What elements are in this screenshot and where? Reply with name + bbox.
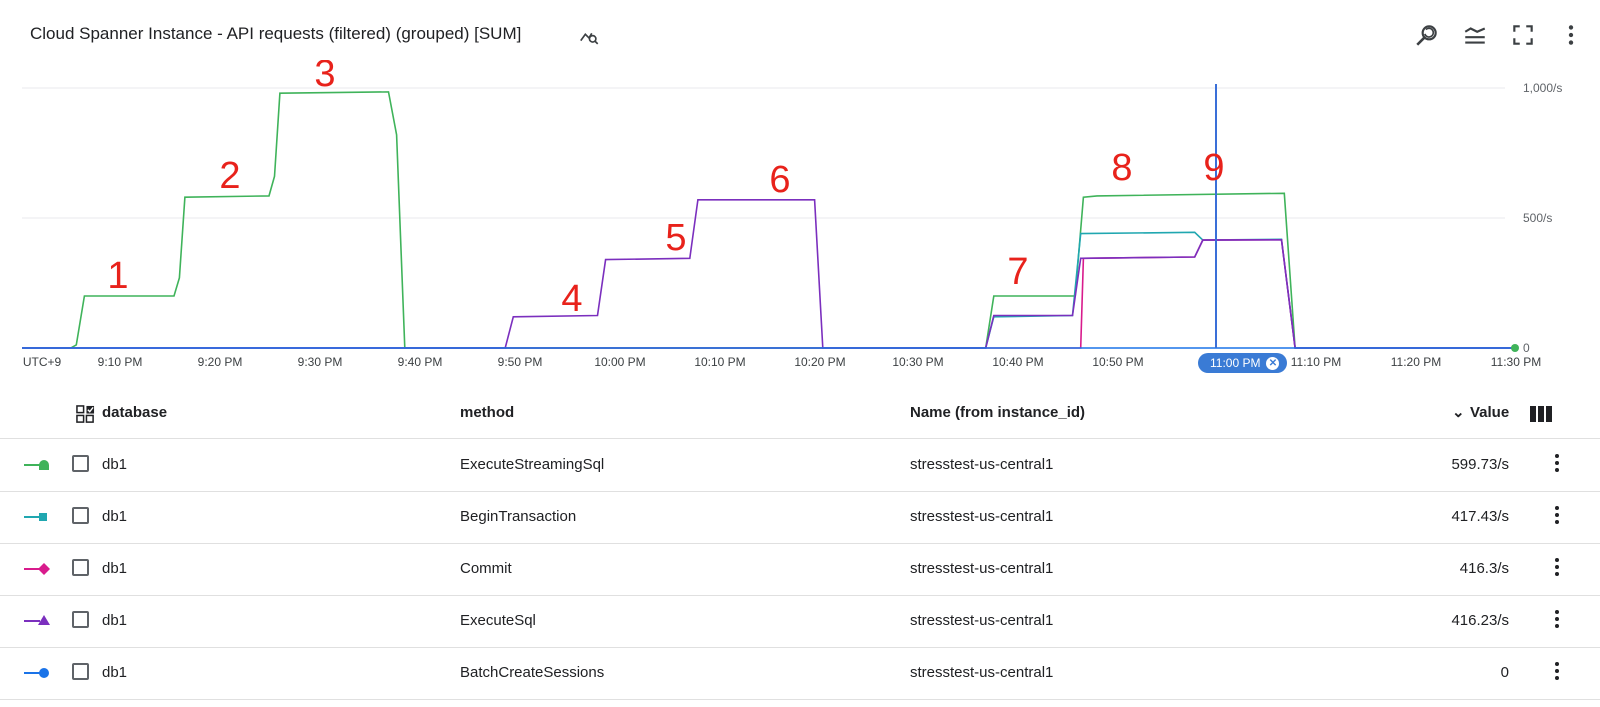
- x-tick-label: 10:10 PM: [694, 355, 745, 369]
- x-tick-label: 10:20 PM: [794, 355, 845, 369]
- cell-name: stresstest-us-central1: [910, 508, 1054, 525]
- chart-search-icon[interactable]: [578, 26, 600, 48]
- annotation-number: 2: [219, 155, 240, 197]
- row-checkbox[interactable]: [72, 507, 89, 524]
- x-tick-label: 11:30 PM: [1491, 355, 1541, 369]
- x-tick-label: 9:20 PM: [198, 355, 243, 369]
- cell-value: 416.23/s: [1451, 612, 1509, 629]
- row-menu-icon[interactable]: [1552, 451, 1562, 479]
- legend-toggle-icon[interactable]: [1460, 20, 1490, 50]
- cell-name: stresstest-us-central1: [910, 664, 1054, 681]
- cell-database: db1: [102, 560, 128, 577]
- x-tick-label: 9:40 PM: [398, 355, 443, 369]
- cell-method: ExecuteSql: [460, 612, 536, 629]
- annotation-number: 1: [107, 255, 128, 297]
- annotation-number: 5: [665, 217, 686, 259]
- column-name[interactable]: Name (from instance_id): [910, 404, 1086, 421]
- cell-method: BatchCreateSessions: [460, 664, 605, 681]
- table-row[interactable]: db1 BeginTransaction stresstest-us-central…: [0, 491, 1600, 544]
- row-checkbox[interactable]: [72, 611, 89, 628]
- cell-database: db1: [102, 456, 128, 473]
- series-line-executestreamingsql[interactable]: [22, 91, 1515, 349]
- x-tick-label: 11:10 PM: [1291, 355, 1341, 369]
- chart-toolbar: [1412, 20, 1586, 50]
- series-line-executesql[interactable]: [22, 199, 1515, 349]
- cell-database: db1: [102, 508, 128, 525]
- cursor-time-badge[interactable]: 11:00 PM ✕: [1198, 353, 1288, 373]
- annotation-number: 4: [561, 278, 582, 320]
- row-menu-icon[interactable]: [1552, 555, 1562, 583]
- table-row[interactable]: db1 BatchCreateSessions stresstest-us-cent…: [0, 647, 1600, 700]
- annotation-number: 6: [769, 159, 790, 201]
- x-tick-label: 9:50 PM: [498, 355, 543, 369]
- series-end-marker: [1511, 344, 1519, 352]
- chart-title: Cloud Spanner Instance - API requests (f…: [30, 24, 522, 43]
- legend-triangle-icon: [24, 615, 50, 625]
- cell-value: 416.3/s: [1459, 560, 1509, 577]
- y-tick-label: 1,000/s: [1523, 81, 1562, 95]
- annotation-number: 9: [1203, 147, 1224, 189]
- x-tick-label: 10:40 PM: [992, 355, 1043, 369]
- column-value[interactable]: Value: [1470, 404, 1510, 421]
- x-tick-label: 10:30 PM: [892, 355, 943, 369]
- x-tick-label: UTC+9: [23, 355, 62, 369]
- row-menu-icon[interactable]: [1552, 607, 1562, 635]
- table-header: database method Name (from instance_id) …: [0, 390, 1600, 439]
- table-row[interactable]: db1 ExecuteStreamingSql stresstest-us-cent…: [0, 439, 1600, 492]
- cell-method: Commit: [460, 560, 512, 577]
- cell-method: ExecuteStreamingSql: [460, 456, 605, 473]
- x-tick-label: 10:50 PM: [1092, 355, 1143, 369]
- row-checkbox[interactable]: [72, 455, 89, 472]
- legend-semicircle-icon: [24, 460, 49, 470]
- cell-value: 0: [1500, 664, 1509, 681]
- row-menu-icon[interactable]: [1552, 659, 1562, 687]
- row-menu-icon[interactable]: [1552, 503, 1562, 531]
- cell-database: db1: [102, 664, 128, 681]
- cell-value: 599.73/s: [1451, 456, 1509, 473]
- legend-circle-icon: [24, 668, 49, 678]
- column-method[interactable]: method: [460, 404, 515, 421]
- annotation-number: 3: [314, 60, 335, 95]
- column-picker-icon[interactable]: [76, 405, 95, 424]
- sort-desc-icon[interactable]: ⌄: [1452, 404, 1465, 421]
- cell-value: 417.43/s: [1451, 508, 1509, 525]
- y-tick-label: 500/s: [1523, 211, 1552, 225]
- cursor-time-label: 11:00 PM: [1210, 356, 1261, 370]
- line-chart[interactable]: 1,000/s 500/s 0 UTC+9 9:10 PM 9:20 PM 9:30 PM 9…: [0, 60, 1600, 380]
- cell-database: db1: [102, 612, 128, 629]
- table-row[interactable]: db1 Commit stresstest-us-central1 416.3/s: [0, 543, 1600, 596]
- x-tick-label: 10:00 PM: [594, 355, 645, 369]
- y-tick-label: 0: [1523, 341, 1530, 355]
- x-tick-label: 9:10 PM: [98, 355, 143, 369]
- row-checkbox[interactable]: [72, 663, 89, 680]
- column-database[interactable]: database: [102, 404, 168, 421]
- table-row[interactable]: db1 ExecuteSql stresstest-us-central1 416.2…: [0, 595, 1600, 648]
- cell-name: stresstest-us-central1: [910, 612, 1054, 629]
- more-vert-icon[interactable]: [1556, 20, 1586, 50]
- cell-name: stresstest-us-central1: [910, 560, 1054, 577]
- annotation-number: 7: [1007, 251, 1028, 293]
- close-icon[interactable]: ✕: [1266, 356, 1280, 370]
- row-checkbox[interactable]: [72, 559, 89, 576]
- legend-square-icon: [24, 513, 47, 521]
- legend-diamond-icon: [24, 563, 50, 575]
- cell-name: stresstest-us-central1: [910, 456, 1054, 473]
- x-tick-label: 11:20 PM: [1391, 355, 1441, 369]
- zoom-reset-icon[interactable]: [1412, 20, 1442, 50]
- cell-method: BeginTransaction: [460, 508, 577, 525]
- fullscreen-icon[interactable]: [1508, 20, 1538, 50]
- x-tick-label: 9:30 PM: [298, 355, 343, 369]
- annotation-number: 8: [1111, 147, 1132, 189]
- columns-icon[interactable]: [1530, 406, 1552, 422]
